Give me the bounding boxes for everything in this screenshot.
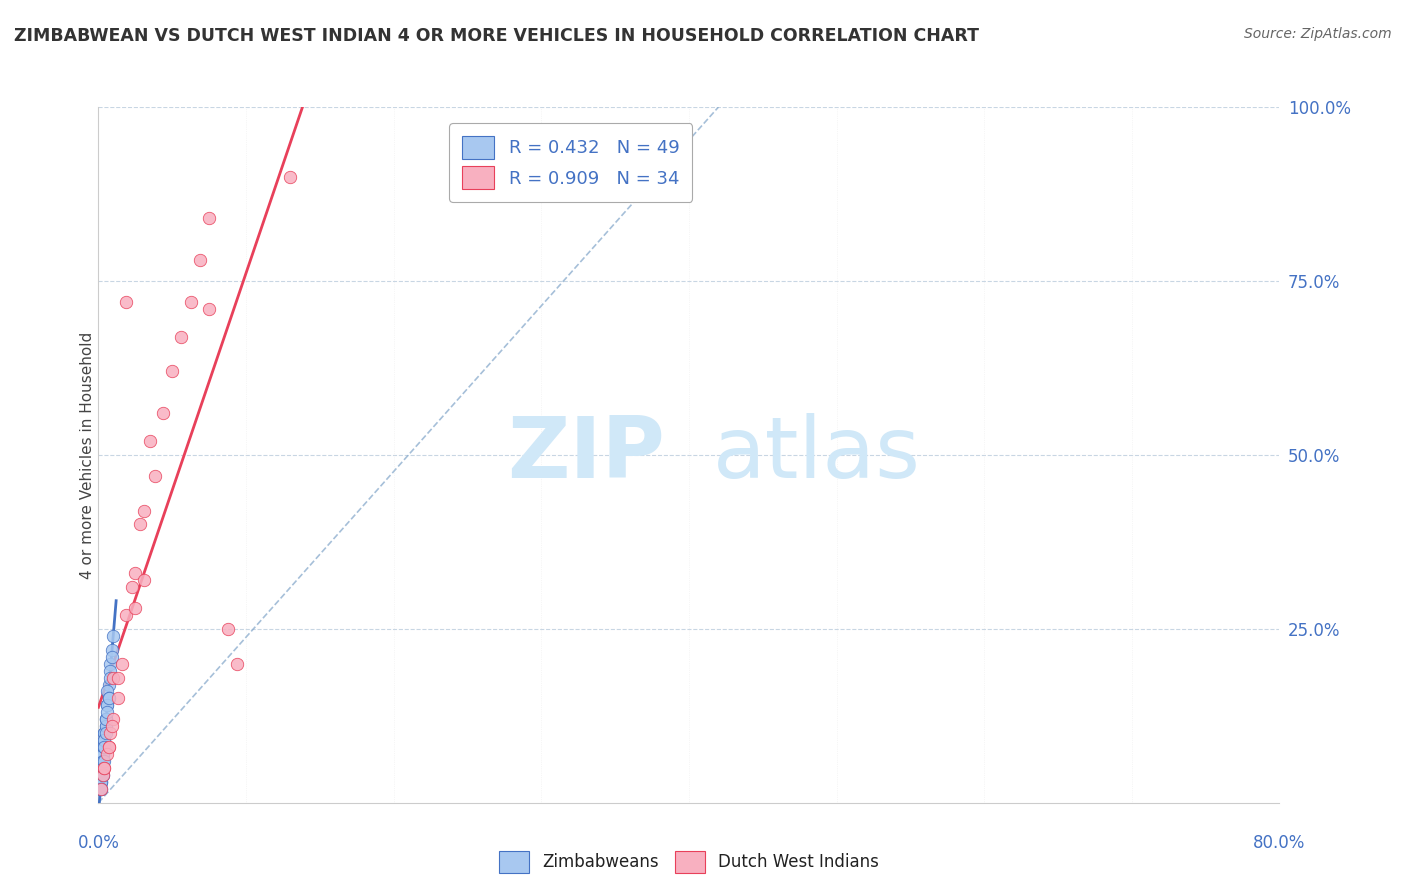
Point xyxy=(94,719,117,733)
Y-axis label: 4 or more Vehicles in Household: 4 or more Vehicles in Household xyxy=(80,331,94,579)
Point xyxy=(115,294,138,309)
Legend: R = 0.432   N = 49, R = 0.909   N = 34: R = 0.432 N = 49, R = 0.909 N = 34 xyxy=(450,123,692,202)
Point xyxy=(91,754,114,768)
Point xyxy=(97,740,120,755)
Point xyxy=(198,301,221,316)
Point xyxy=(91,740,114,755)
Point xyxy=(93,754,115,768)
Point xyxy=(90,775,112,789)
Legend: Zimbabweans, Dutch West Indians: Zimbabweans, Dutch West Indians xyxy=(492,845,886,880)
Point xyxy=(94,726,117,740)
Point xyxy=(93,733,115,747)
Point xyxy=(226,657,249,671)
Point xyxy=(91,768,114,782)
Point xyxy=(100,649,122,664)
Point xyxy=(93,733,115,747)
Text: ZIP: ZIP xyxy=(508,413,665,497)
Point xyxy=(103,671,125,685)
Point xyxy=(93,726,115,740)
Point xyxy=(94,719,117,733)
Point xyxy=(98,726,121,740)
Point xyxy=(121,580,143,594)
Point xyxy=(90,781,112,796)
Text: 0.0%: 0.0% xyxy=(77,834,120,852)
Point xyxy=(98,671,121,685)
Point xyxy=(111,657,134,671)
Point xyxy=(278,169,302,184)
Point xyxy=(93,726,115,740)
Point xyxy=(93,761,115,775)
Point xyxy=(89,781,111,796)
Point xyxy=(94,712,117,726)
Point xyxy=(97,691,120,706)
Point xyxy=(89,768,111,782)
Point xyxy=(91,754,114,768)
Point xyxy=(96,698,118,713)
Point xyxy=(91,754,114,768)
Point xyxy=(98,664,121,678)
Point xyxy=(100,642,122,657)
Point xyxy=(91,747,114,761)
Point xyxy=(93,726,115,740)
Point xyxy=(90,781,112,796)
Point xyxy=(90,775,112,789)
Point xyxy=(94,712,117,726)
Point xyxy=(139,434,162,448)
Point xyxy=(152,406,174,420)
Point xyxy=(217,622,239,636)
Point xyxy=(162,364,183,378)
Point xyxy=(96,747,118,761)
Point xyxy=(143,468,166,483)
Point xyxy=(91,747,114,761)
Point xyxy=(134,573,156,587)
Point xyxy=(124,601,146,615)
Point xyxy=(134,503,156,517)
Point xyxy=(124,566,146,581)
Point xyxy=(97,677,120,691)
Point xyxy=(93,761,115,775)
Point xyxy=(97,691,120,706)
Point xyxy=(115,607,138,622)
Point xyxy=(100,719,122,733)
Point xyxy=(90,781,112,796)
Point xyxy=(93,740,115,755)
Point xyxy=(91,768,114,782)
Point xyxy=(91,761,114,775)
Point xyxy=(107,671,129,685)
Point xyxy=(128,517,150,532)
Point xyxy=(103,712,125,726)
Point xyxy=(90,761,112,775)
Text: 80.0%: 80.0% xyxy=(1253,834,1306,852)
Text: ZIMBABWEAN VS DUTCH WEST INDIAN 4 OR MORE VEHICLES IN HOUSEHOLD CORRELATION CHAR: ZIMBABWEAN VS DUTCH WEST INDIAN 4 OR MOR… xyxy=(14,27,979,45)
Point xyxy=(93,733,115,747)
Point xyxy=(180,294,202,309)
Point xyxy=(91,768,114,782)
Point xyxy=(107,691,129,706)
Point xyxy=(170,329,193,343)
Point xyxy=(96,698,118,713)
Point xyxy=(103,629,125,643)
Point xyxy=(96,684,118,698)
Text: atlas: atlas xyxy=(713,413,921,497)
Point xyxy=(91,761,114,775)
Point xyxy=(96,706,118,720)
Point xyxy=(93,740,115,755)
Point xyxy=(91,761,114,775)
Point xyxy=(90,768,112,782)
Point xyxy=(90,775,112,789)
Text: Source: ZipAtlas.com: Source: ZipAtlas.com xyxy=(1244,27,1392,41)
Point xyxy=(98,657,121,671)
Point xyxy=(188,253,211,268)
Point xyxy=(93,740,115,755)
Point xyxy=(97,740,120,755)
Point xyxy=(198,211,221,226)
Point xyxy=(94,712,117,726)
